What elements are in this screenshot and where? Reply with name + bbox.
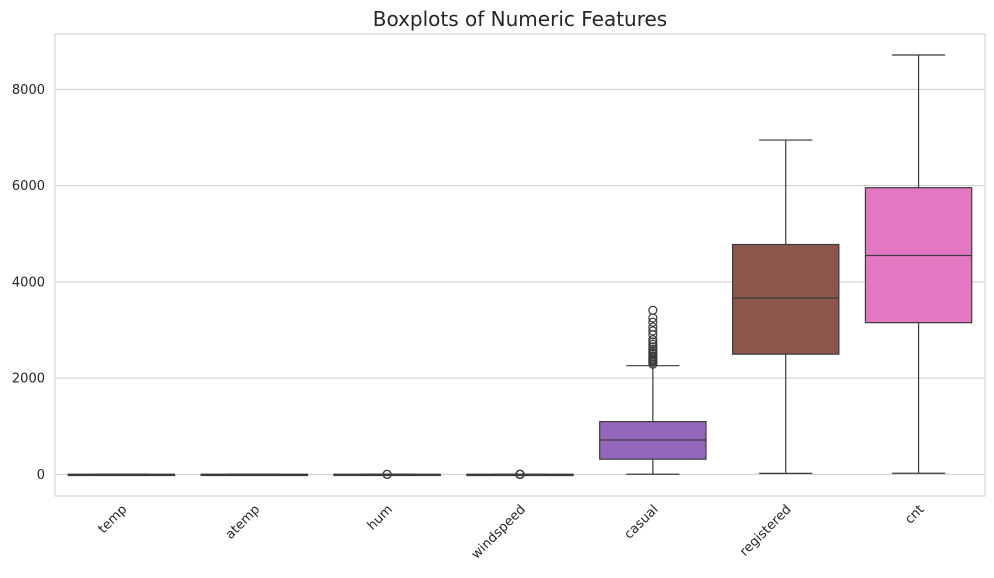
y-tick-label: 2000 [12,372,45,387]
x-tick-label: hum [365,502,396,533]
outlier-point [648,326,658,336]
y-tick-label: 0 [37,468,45,483]
box-temp [67,473,176,477]
outlier-point [648,342,658,352]
outlier-point [648,334,658,345]
outlier-point [648,339,658,350]
x-tick-label: temp [96,502,131,537]
x-axis-ticks: temp atemp hum windspeed casual registered cnt [96,502,928,562]
box-registered [731,139,840,474]
x-tick-label: casual [622,502,662,542]
y-tick-label: 4000 [12,275,45,290]
outlier-point [648,322,658,332]
box-layer [67,54,973,479]
box-atemp [200,473,309,477]
y-tick-label: 6000 [12,179,45,194]
y-axis-ticks: 0 2000 4000 6000 8000 [12,83,45,483]
box-casual [599,305,707,475]
box-windspeed [466,469,574,479]
x-tick-label: windspeed [469,502,529,562]
box-hum [333,469,441,479]
outlier-point [515,469,525,479]
outlier-point [648,344,658,354]
x-tick-label: registered [737,502,794,559]
outlier-point [648,337,658,347]
x-tick-label: cnt [902,502,927,527]
box-iqr [731,243,840,355]
outlier-point [648,317,658,327]
x-tick-label: atemp [223,502,263,542]
y-tick-label: 8000 [12,83,45,98]
plot-frame [54,33,986,497]
chart-title: Boxplots of Numeric Features [373,7,667,31]
outlier-point [648,305,658,315]
box-cnt [864,54,973,474]
outlier-point [382,469,392,479]
grid-layer [55,88,985,475]
